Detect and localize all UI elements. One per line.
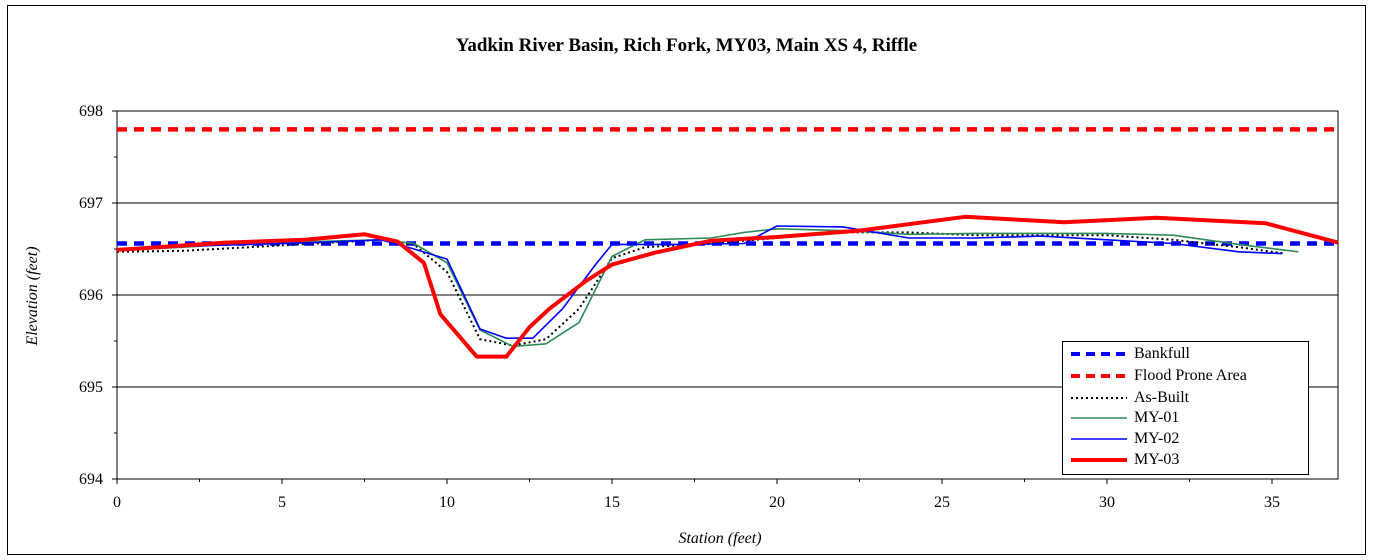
x-tick-label: 0 — [113, 494, 121, 511]
legend-swatch-my-02 — [1071, 438, 1127, 440]
x-tick-label: 30 — [1099, 494, 1115, 511]
x-tick-label: 10 — [439, 494, 455, 511]
y-tick-label: 694 — [79, 471, 103, 488]
legend-swatch-flood-prone-area — [1071, 374, 1127, 378]
legend-item-my-03: MY-03 — [1063, 450, 1308, 470]
x-tick-label: 20 — [769, 494, 785, 511]
legend-swatch-my-01 — [1071, 417, 1127, 419]
chart-title: Yadkin River Basin, Rich Fork, MY03, Mai… — [455, 35, 918, 56]
legend-swatch-my-03 — [1071, 458, 1127, 462]
x-axis-label: Station (feet) — [678, 530, 762, 547]
legend-swatch-bankfull — [1071, 352, 1127, 356]
legend-swatch-as-built — [1071, 397, 1127, 399]
legend: Bankfull Flood Prone Area As-Built MY-01… — [1062, 341, 1309, 475]
x-tick-label: 35 — [1264, 494, 1280, 511]
y-tick-label: 696 — [79, 287, 103, 304]
legend-item-my-01: MY-01 — [1063, 408, 1308, 428]
legend-label-my-03: MY-03 — [1134, 451, 1180, 468]
legend-label-as-built: As-Built — [1134, 389, 1190, 406]
legend-item-bankfull: Bankfull — [1063, 344, 1308, 364]
legend-item-flood-prone-area: Flood Prone Area — [1063, 366, 1308, 386]
legend-label-my-02: MY-02 — [1134, 430, 1180, 447]
legend-label-bankfull: Bankfull — [1134, 345, 1190, 362]
y-tick-label: 695 — [79, 379, 103, 396]
series-line-my-01 — [116, 228, 1299, 348]
legend-item-my-02: MY-02 — [1063, 429, 1308, 449]
y-tick-label: 698 — [79, 103, 103, 120]
x-tick-label: 15 — [604, 494, 620, 511]
series-line-as-built — [116, 231, 1286, 347]
legend-label-flood-prone-area: Flood Prone Area — [1134, 367, 1247, 384]
legend-item-as-built: As-Built — [1063, 388, 1308, 408]
x-tick-label: 25 — [934, 494, 950, 511]
y-tick-label: 697 — [79, 195, 103, 212]
legend-label-my-01: MY-01 — [1134, 409, 1180, 426]
series-line-my-03 — [116, 214, 1339, 359]
x-tick-label: 5 — [278, 494, 286, 511]
